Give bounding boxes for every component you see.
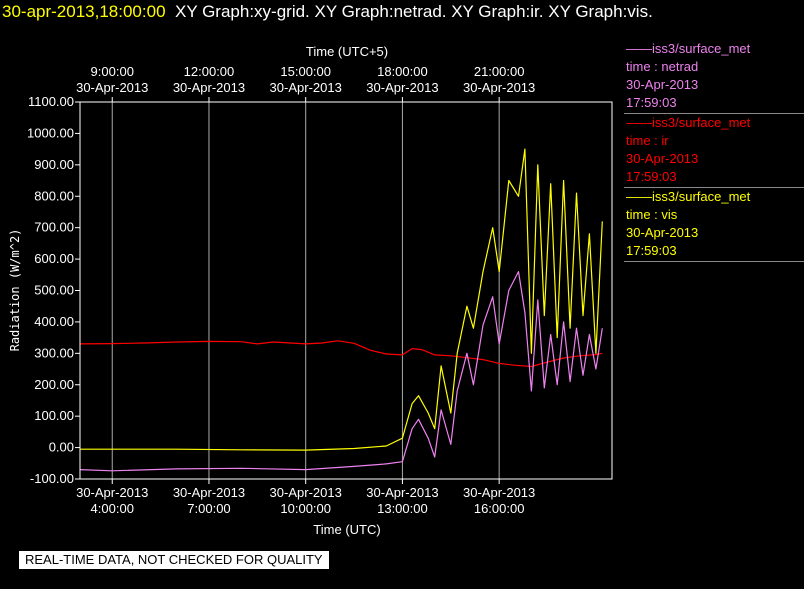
y-tick-label: 1100.00 [28, 94, 74, 109]
x-top-tick-label-time: 9:00:00 [91, 64, 134, 79]
x-top-tick-label-time: 18:00:00 [377, 64, 428, 79]
legend-var: time : netrad [626, 59, 699, 74]
x-tick-label-time: 4:00:00 [91, 501, 134, 516]
x-top-tick-label-time: 12:00:00 [184, 64, 235, 79]
x-top-tick-label-time: 15:00:00 [280, 64, 331, 79]
x-top-tick-label-date: 30-Apr-2013 [463, 80, 535, 95]
y-tick-label: 700.00 [34, 220, 74, 235]
y-tick-label: 900.00 [34, 157, 74, 172]
legend-time: 17:59:03 [626, 243, 677, 258]
x-tick-label-date: 30-Apr-2013 [270, 485, 342, 500]
legend-var: time : ir [626, 133, 669, 148]
legend-date: 30-Apr-2013 [626, 77, 699, 92]
legend-item-vis: ——iss3/surface_met time : vis 30-Apr-201… [624, 188, 804, 262]
x-tick-label-date: 30-Apr-2013 [76, 485, 148, 500]
legend-date: 30-Apr-2013 [626, 225, 699, 240]
header-timestamp: 30-apr-2013,18:00:00 [2, 2, 166, 21]
series-line-vis [80, 148, 603, 451]
legend-title: ——iss3/surface_met [626, 41, 751, 56]
x-top-tick-label-date: 30-Apr-2013 [366, 80, 438, 95]
legend: ——iss3/surface_met time : netrad 30-Apr-… [624, 40, 804, 262]
legend-time: 17:59:03 [626, 95, 677, 110]
x-tick-label-time: 10:00:00 [280, 501, 331, 516]
x-top-tick-label-date: 30-Apr-2013 [270, 80, 342, 95]
y-tick-label: 600.00 [34, 251, 74, 266]
x-tick-label-time: 13:00:00 [377, 501, 428, 516]
x-tick-label-date: 30-Apr-2013 [173, 485, 245, 500]
x-tick-label-date: 30-Apr-2013 [366, 485, 438, 500]
y-tick-label: -100.00 [30, 471, 74, 486]
x-tick-label-date: 30-Apr-2013 [463, 485, 535, 500]
x-axis-top-label: Time (UTC+5) [306, 44, 388, 59]
x-top-tick-label-date: 30-Apr-2013 [173, 80, 245, 95]
graph-header: 30-apr-2013,18:00:00 XY Graph:xy-grid. X… [2, 2, 653, 22]
plot-frame [79, 101, 613, 480]
x-tick-label-time: 7:00:00 [187, 501, 230, 516]
y-tick-label: 400.00 [34, 314, 74, 329]
series-line-ir [79, 340, 603, 368]
legend-title: ——iss3/surface_met [626, 189, 751, 204]
header-graph-list: XY Graph:xy-grid. XY Graph:netrad. XY Gr… [174, 2, 653, 21]
x-top-tick-label-date: 30-Apr-2013 [76, 80, 148, 95]
quality-disclaimer: REAL-TIME DATA, NOT CHECKED FOR QUALITY [19, 551, 329, 569]
y-tick-label: 0.00 [49, 440, 74, 455]
y-tick-label: 300.00 [34, 345, 74, 360]
y-tick-label: 500.00 [34, 283, 74, 298]
y-axis-label: Radiation (W/m^2) [8, 229, 22, 352]
legend-title: ——iss3/surface_met [626, 115, 751, 130]
legend-item-netrad: ——iss3/surface_met time : netrad 30-Apr-… [624, 40, 804, 114]
x-tick-label-time: 16:00:00 [474, 501, 525, 516]
legend-var: time : vis [626, 207, 678, 222]
y-tick-label: 100.00 [34, 408, 74, 423]
x-axis-label: Time (UTC) [313, 522, 380, 537]
y-tick-label: 200.00 [34, 377, 74, 392]
y-tick-label: 800.00 [34, 188, 74, 203]
legend-item-ir: ——iss3/surface_met time : ir 30-Apr-2013… [624, 114, 804, 188]
series-line-netrad [79, 271, 603, 472]
legend-date: 30-Apr-2013 [626, 151, 699, 166]
x-top-tick-label-time: 21:00:00 [474, 64, 525, 79]
y-tick-label: 1000.00 [27, 125, 74, 140]
legend-time: 17:59:03 [626, 169, 677, 184]
